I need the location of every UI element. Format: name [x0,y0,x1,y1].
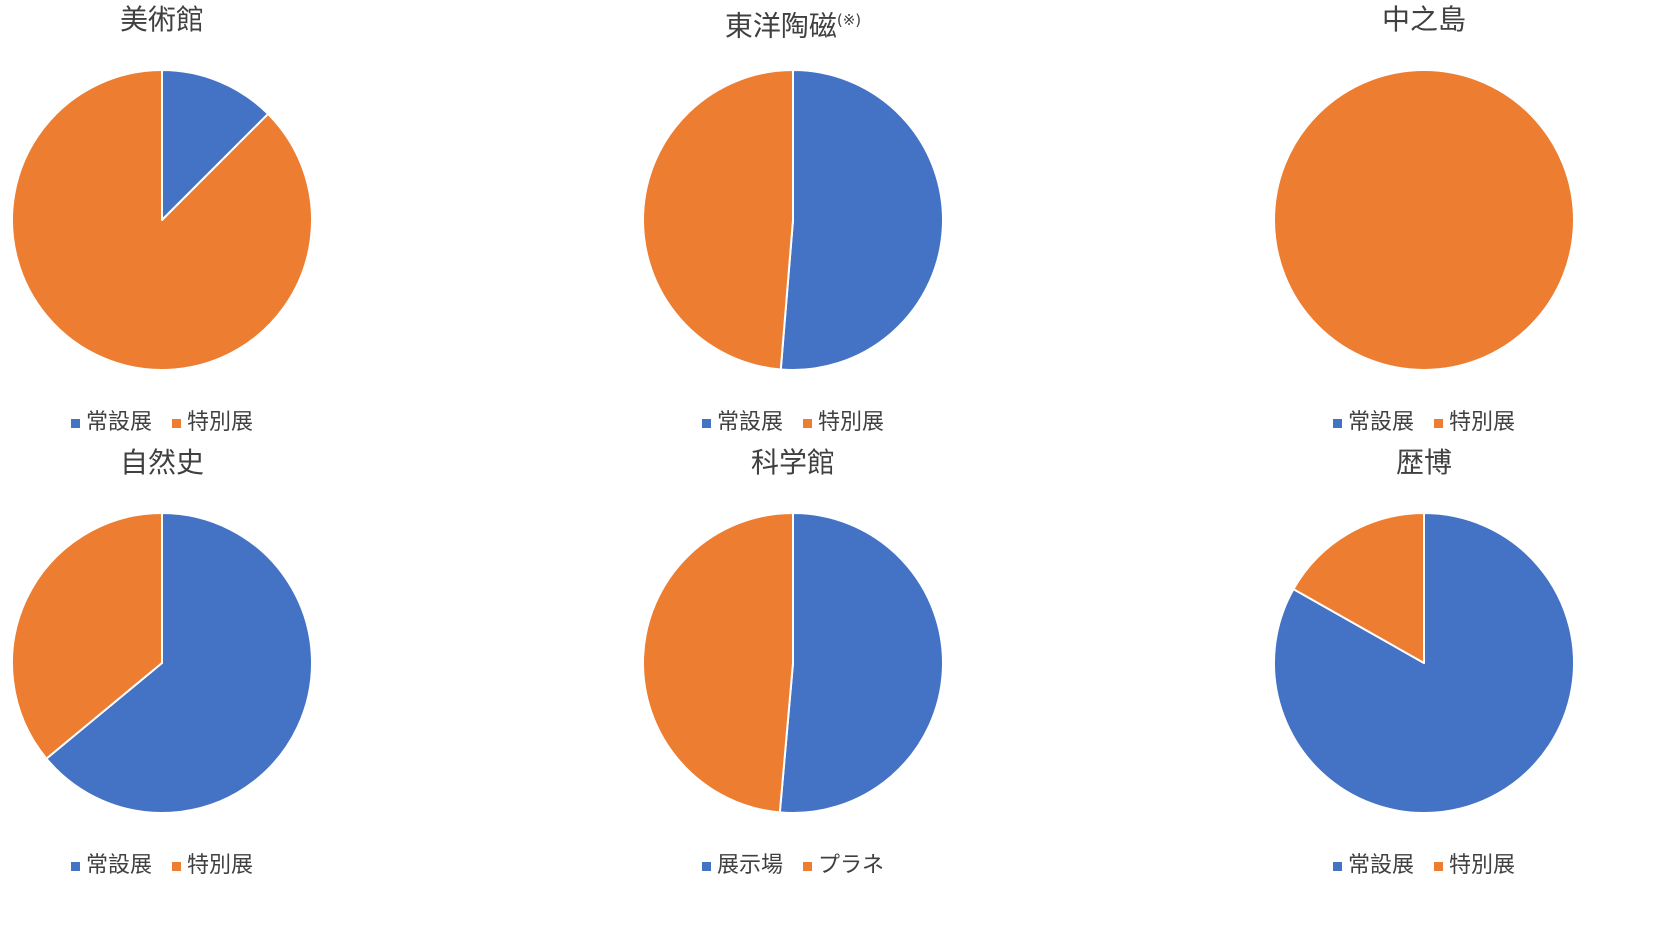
legend-item: 特別展 [1434,410,1515,436]
legend-label: 常設展 [1347,853,1414,878]
pie-slice-2 [642,512,794,814]
legend-item: 常設展 [70,853,152,879]
legend-item: 展示場 [701,853,783,879]
legend-item: 特別展 [172,410,253,436]
legend-item: 特別展 [1434,853,1515,879]
chart-title: 歴博 [1224,443,1624,483]
legend-item: 常設展 [1332,410,1414,436]
legend-label: 常設展 [85,853,152,878]
pie-slice-2 [1273,69,1575,371]
legend-swatch [70,418,80,428]
pie-chart-5: 科学館展示場 プラネ [593,443,993,883]
legend-swatch [803,418,812,428]
legend-label: 特別展 [187,410,254,435]
pie-chart-3: 中之島常設展 特別展 [1224,0,1624,440]
chart-title-text: 美術館 [119,3,204,36]
chart-title-text: 科学館 [750,446,835,479]
legend-item: プラネ [803,853,884,879]
legend-label: 特別展 [1449,853,1516,878]
legend-label: 展示場 [716,853,783,878]
chart-title: 自然史 [0,443,362,483]
pie-plot [1273,69,1575,371]
legend-label: 常設展 [716,410,783,435]
legend-swatch [172,861,181,871]
chart-title: 科学館 [593,443,993,483]
pie-chart-1: 美術館常設展 特別展 [0,0,362,440]
chart-legend: 常設展 特別展 [1224,410,1624,436]
legend-label: 特別展 [1449,410,1516,435]
chart-title-text: 東洋陶磁 [724,9,837,43]
pie-slice-2 [642,69,794,371]
legend-label: プラネ [818,853,885,878]
legend-label: 特別展 [818,410,885,435]
chart-legend: 展示場 プラネ [593,853,993,879]
chart-title-text: 自然史 [119,446,204,479]
pie-chart-2: 東洋陶磁(※) 常設展 特別展 [593,0,993,440]
chart-title: 東洋陶磁(※) [593,0,993,46]
legend-swatch [172,418,181,428]
legend-swatch [803,861,812,871]
chart-legend: 常設展 特別展 [0,853,362,879]
chart-legend: 常設展 特別展 [593,410,993,436]
legend-swatch [1332,418,1342,428]
chart-title-text: 歴博 [1395,446,1452,479]
legend-swatch [701,418,711,428]
legend-label: 特別展 [187,853,254,878]
pie-slice-2 [1292,512,1425,664]
pie-plot [11,512,313,814]
pie-slice-1 [45,512,313,814]
pie-slice-1 [161,69,270,221]
pie-chart-4: 自然史常設展 特別展 [0,443,362,883]
pie-plot [1273,512,1575,814]
chart-title-text: 中之島 [1381,3,1466,36]
legend-swatch [70,861,80,871]
pie-plot [11,69,313,371]
pie-chart-6: 歴博常設展 特別展 [1224,443,1624,883]
legend-item: 常設展 [1332,853,1414,879]
chart-legend: 常設展 特別展 [0,410,362,436]
pie-slice-2 [11,69,313,371]
pie-slice-1 [779,69,944,371]
legend-swatch [1434,861,1443,871]
legend-swatch [1332,861,1342,871]
pie-slice-2 [11,512,163,760]
pie-slice-1 [778,512,944,814]
chart-title: 中之島 [1224,0,1624,40]
chart-title: 美術館 [0,0,362,40]
legend-item: 特別展 [172,853,253,879]
legend-swatch [1434,418,1443,428]
chart-legend: 常設展 特別展 [1224,853,1624,879]
legend-label: 常設展 [85,410,152,435]
pie-plot [642,69,944,371]
chart-title-note: (※) [836,11,862,29]
legend-label: 常設展 [1347,410,1414,435]
legend-item: 常設展 [70,410,152,436]
legend-item: 常設展 [701,410,783,436]
legend-item: 特別展 [803,410,884,436]
pie-plot [642,512,944,814]
legend-swatch [701,861,711,871]
